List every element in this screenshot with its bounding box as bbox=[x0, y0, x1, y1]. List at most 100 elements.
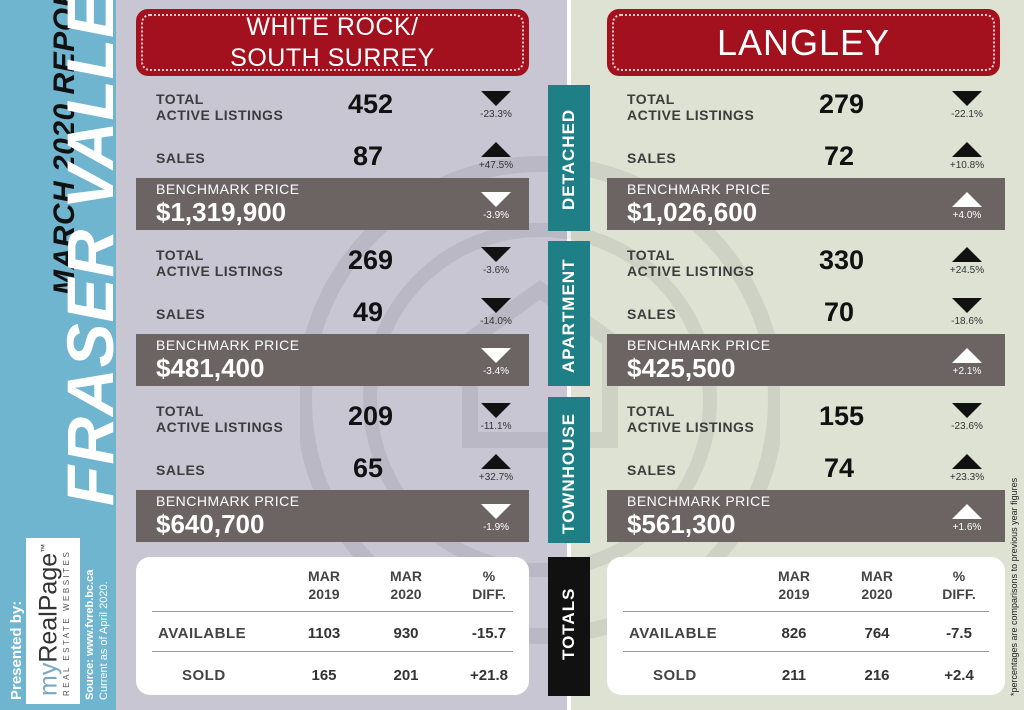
benchmark-bar: BENCHMARK PRICE $481,400 bbox=[136, 334, 529, 386]
logo-my: my bbox=[34, 662, 63, 696]
label-sales: SALES bbox=[156, 150, 206, 166]
label-benchmark-price: BENCHMARK PRICE bbox=[627, 337, 771, 353]
arrow-down-icon bbox=[952, 298, 982, 313]
label-total-active-listings: TOTAL ACTIVE LISTINGS bbox=[156, 403, 284, 435]
cell-sold-2020: 201 bbox=[393, 667, 419, 684]
category-tab-townhouse: TOWNHOUSE bbox=[548, 397, 590, 543]
arrow-down-icon bbox=[481, 247, 511, 262]
label-total-active-listings: TOTAL ACTIVE LISTINGS bbox=[156, 247, 284, 279]
arrow-down-icon bbox=[481, 504, 511, 519]
current-as-of: Current as of April 2020. bbox=[98, 581, 110, 700]
arrow-down-icon bbox=[481, 403, 511, 418]
benchmark-bar: BENCHMARK PRICE $640,700 bbox=[136, 490, 529, 542]
cell-available-2020: 930 bbox=[393, 625, 419, 642]
pct-benchmark-price: -3.4% bbox=[482, 366, 510, 377]
category-label: DETACHED bbox=[559, 108, 578, 210]
value-sales: 65 bbox=[353, 453, 384, 483]
cell-available-2020: 764 bbox=[864, 625, 890, 642]
value-benchmark-price: $1,026,600 bbox=[627, 197, 758, 227]
col-header-pct-diff: % DIFF. bbox=[472, 568, 506, 602]
col-header-mar-2019: MAR 2019 bbox=[308, 568, 340, 602]
value-benchmark-price: $640,700 bbox=[156, 509, 265, 539]
presented-by: Presented by: bbox=[8, 600, 25, 700]
category-label: APARTMENT bbox=[559, 258, 578, 373]
cell-sold-2020: 216 bbox=[864, 667, 890, 684]
value-active-listings: 155 bbox=[819, 401, 865, 431]
col-header-mar-2019: MAR 2019 bbox=[778, 568, 810, 602]
label-sales: SALES bbox=[156, 462, 206, 478]
label-total-active-listings: TOTAL ACTIVE LISTINGS bbox=[627, 403, 755, 435]
row-label-sold: SOLD bbox=[182, 667, 226, 684]
pct-active-listings: -22.1% bbox=[951, 109, 983, 120]
totals-table-langley: MAR 2019 MAR 2020 % DIFF. AVAILABLE 826 764… bbox=[607, 557, 1005, 695]
arrow-down-icon bbox=[481, 192, 511, 207]
value-sales: 87 bbox=[353, 141, 384, 171]
region-banner-langley: LANGLEY bbox=[607, 9, 1000, 76]
arrow-up-icon bbox=[481, 454, 511, 469]
pct-sales: +47.5% bbox=[478, 160, 514, 171]
category-tab-detached: DETACHED bbox=[548, 85, 590, 231]
arrow-down-icon bbox=[952, 403, 982, 418]
benchmark-bar: BENCHMARK PRICE $1,026,600 bbox=[607, 178, 1005, 230]
footnote: *percentages are comparisons to previous… bbox=[1009, 477, 1019, 696]
pct-active-listings: -23.3% bbox=[480, 109, 512, 120]
source-text: Source: www.fvreb.bc.ca bbox=[84, 569, 96, 700]
benchmark-bar: BENCHMARK PRICE $425,500 bbox=[607, 334, 1005, 386]
region-title: FRASER VALLEY - 2 bbox=[53, 0, 116, 506]
cell-available-diff: -7.5 bbox=[946, 625, 972, 642]
col-header-mar-2020: MAR 2020 bbox=[390, 568, 422, 602]
value-active-listings: 330 bbox=[819, 245, 865, 275]
cell-available-2019: 1103 bbox=[307, 625, 341, 642]
arrow-up-icon bbox=[481, 142, 511, 157]
category-label: TOWNHOUSE bbox=[559, 412, 578, 534]
value-benchmark-price: $425,500 bbox=[627, 353, 736, 383]
pct-sales: -18.6% bbox=[951, 316, 983, 327]
label-sales: SALES bbox=[627, 150, 677, 166]
logo-main: RealPage bbox=[34, 552, 63, 663]
arrow-down-icon bbox=[481, 91, 511, 106]
label-benchmark-price: BENCHMARK PRICE bbox=[627, 493, 771, 509]
logo-tm: ™ bbox=[39, 543, 49, 553]
pct-sales: +23.3% bbox=[949, 472, 985, 483]
category-label: TOTALS bbox=[559, 587, 578, 660]
logo-subtitle: REAL ESTATE WEBSITES bbox=[62, 549, 72, 696]
realpage-logo: myRealPage™ REAL ESTATE WEBSITES bbox=[26, 538, 80, 704]
pct-benchmark-price: -3.9% bbox=[482, 210, 510, 221]
region-name: LANGLEY bbox=[716, 21, 891, 63]
pct-benchmark-price: +2.1% bbox=[952, 366, 982, 377]
pct-benchmark-price: -1.9% bbox=[482, 522, 510, 533]
pct-active-listings: -11.1% bbox=[480, 421, 512, 432]
value-active-listings: 279 bbox=[819, 89, 865, 119]
col-header-mar-2020: MAR 2020 bbox=[861, 568, 893, 602]
category-tab-apartment: APARTMENT bbox=[548, 241, 590, 386]
cell-sold-2019: 211 bbox=[781, 667, 807, 684]
table-divider bbox=[152, 651, 513, 652]
value-active-listings: 209 bbox=[348, 401, 394, 431]
pct-active-listings: +24.5% bbox=[949, 265, 985, 276]
category-tab-totals: TOTALS bbox=[548, 557, 590, 696]
arrow-up-icon bbox=[952, 192, 982, 207]
table-divider bbox=[623, 651, 989, 652]
table-divider bbox=[623, 611, 989, 612]
label-sales: SALES bbox=[627, 462, 677, 478]
arrow-up-icon bbox=[952, 142, 982, 157]
label-benchmark-price: BENCHMARK PRICE bbox=[156, 181, 300, 197]
row-label-available: AVAILABLE bbox=[158, 625, 247, 642]
arrow-down-icon bbox=[952, 91, 982, 106]
value-active-listings: 269 bbox=[348, 245, 394, 275]
region-banner-white-rock: WHITE ROCK/SOUTH SURREY bbox=[136, 9, 529, 76]
value-benchmark-price: $561,300 bbox=[627, 509, 736, 539]
row-label-available: AVAILABLE bbox=[629, 625, 718, 642]
pct-sales: -14.0% bbox=[480, 316, 512, 327]
value-benchmark-price: $1,319,900 bbox=[156, 197, 287, 227]
cell-sold-2019: 165 bbox=[311, 667, 337, 684]
pct-benchmark-price: +4.0% bbox=[952, 210, 982, 221]
cell-available-2019: 826 bbox=[781, 625, 807, 642]
region-name-line2: SOUTH SURREY bbox=[230, 43, 435, 72]
pct-sales: +32.7% bbox=[478, 472, 514, 483]
label-benchmark-price: BENCHMARK PRICE bbox=[627, 181, 771, 197]
table-divider bbox=[152, 611, 513, 612]
sidebar: MARCH 2020 REPORT FRASER VALLEY - 2 Pres… bbox=[0, 0, 116, 710]
cell-sold-diff: +2.4 bbox=[944, 667, 974, 684]
arrow-down-icon bbox=[481, 298, 511, 313]
